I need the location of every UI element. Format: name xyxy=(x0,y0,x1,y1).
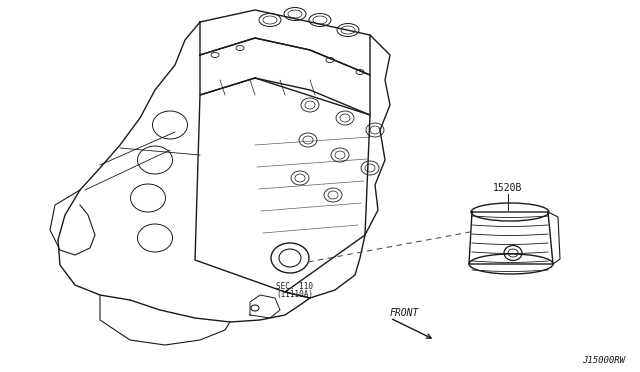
Text: J15000RW: J15000RW xyxy=(582,356,625,365)
Text: (11110A): (11110A) xyxy=(276,290,314,299)
Text: SEC. 110: SEC. 110 xyxy=(276,282,314,291)
Text: 1520B: 1520B xyxy=(493,183,523,193)
Text: FRONT: FRONT xyxy=(390,308,419,318)
